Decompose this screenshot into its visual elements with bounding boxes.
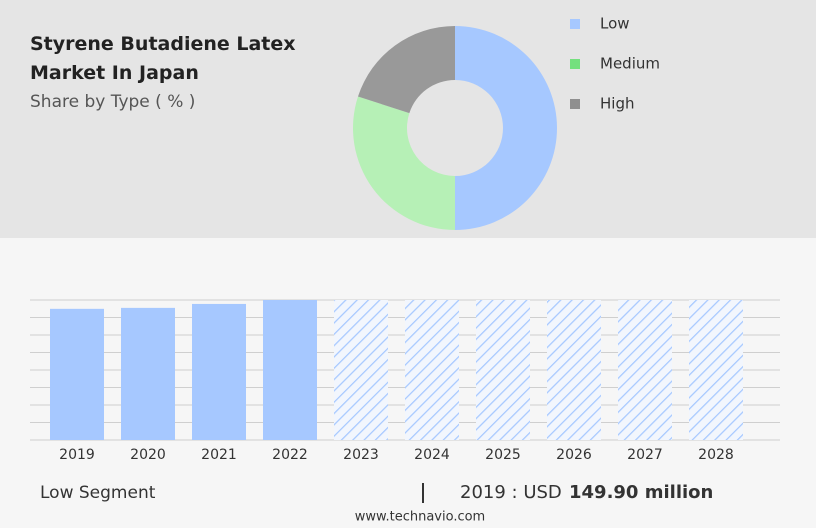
legend-label: Medium xyxy=(600,55,660,73)
x-tick-label: 2022 xyxy=(272,447,308,463)
bar xyxy=(121,307,175,440)
x-tick-label: 2026 xyxy=(556,447,592,463)
chart-subtitle: Share by Type ( % ) xyxy=(30,92,196,112)
bar xyxy=(50,308,104,440)
bar-chart: 2019 2020 2021 2022 2023 2024 2025 2026 2027 2028 xyxy=(30,299,780,463)
footer-segment: Low Segment xyxy=(40,483,156,503)
x-tick-label: 2020 xyxy=(130,447,166,463)
legend-label: High xyxy=(600,95,634,113)
bar xyxy=(263,300,317,440)
x-tick-label: 2023 xyxy=(343,447,379,463)
donut xyxy=(353,26,557,230)
x-tick-label: 2024 xyxy=(414,447,450,463)
bar xyxy=(192,303,246,440)
legend-swatch xyxy=(570,59,580,69)
source: www.technavio.com xyxy=(355,510,485,525)
x-tick-label: 2028 xyxy=(698,447,734,463)
legend-label: Low xyxy=(600,15,630,33)
legend-swatch xyxy=(570,19,580,29)
x-tick-label: 2019 xyxy=(59,447,95,463)
chart-title: Styrene Butadiene Latex Market In Japan xyxy=(30,33,296,84)
bar xyxy=(618,300,672,440)
x-tick-label: 2025 xyxy=(485,447,521,463)
footer-year: 2019 : USD xyxy=(460,482,562,503)
legend-swatch xyxy=(570,99,580,109)
bar xyxy=(689,300,743,440)
bar xyxy=(476,300,530,440)
x-tick-label: 2021 xyxy=(201,447,237,463)
legend: Low Medium High xyxy=(570,15,660,113)
donut-segment xyxy=(353,96,455,230)
donut-segment xyxy=(357,26,455,114)
bar xyxy=(547,300,601,440)
bar xyxy=(334,300,388,440)
bar xyxy=(405,300,459,440)
footer-value: 149.90 million xyxy=(569,482,713,503)
donut-segment xyxy=(455,26,557,230)
x-tick-label: 2027 xyxy=(627,447,663,463)
